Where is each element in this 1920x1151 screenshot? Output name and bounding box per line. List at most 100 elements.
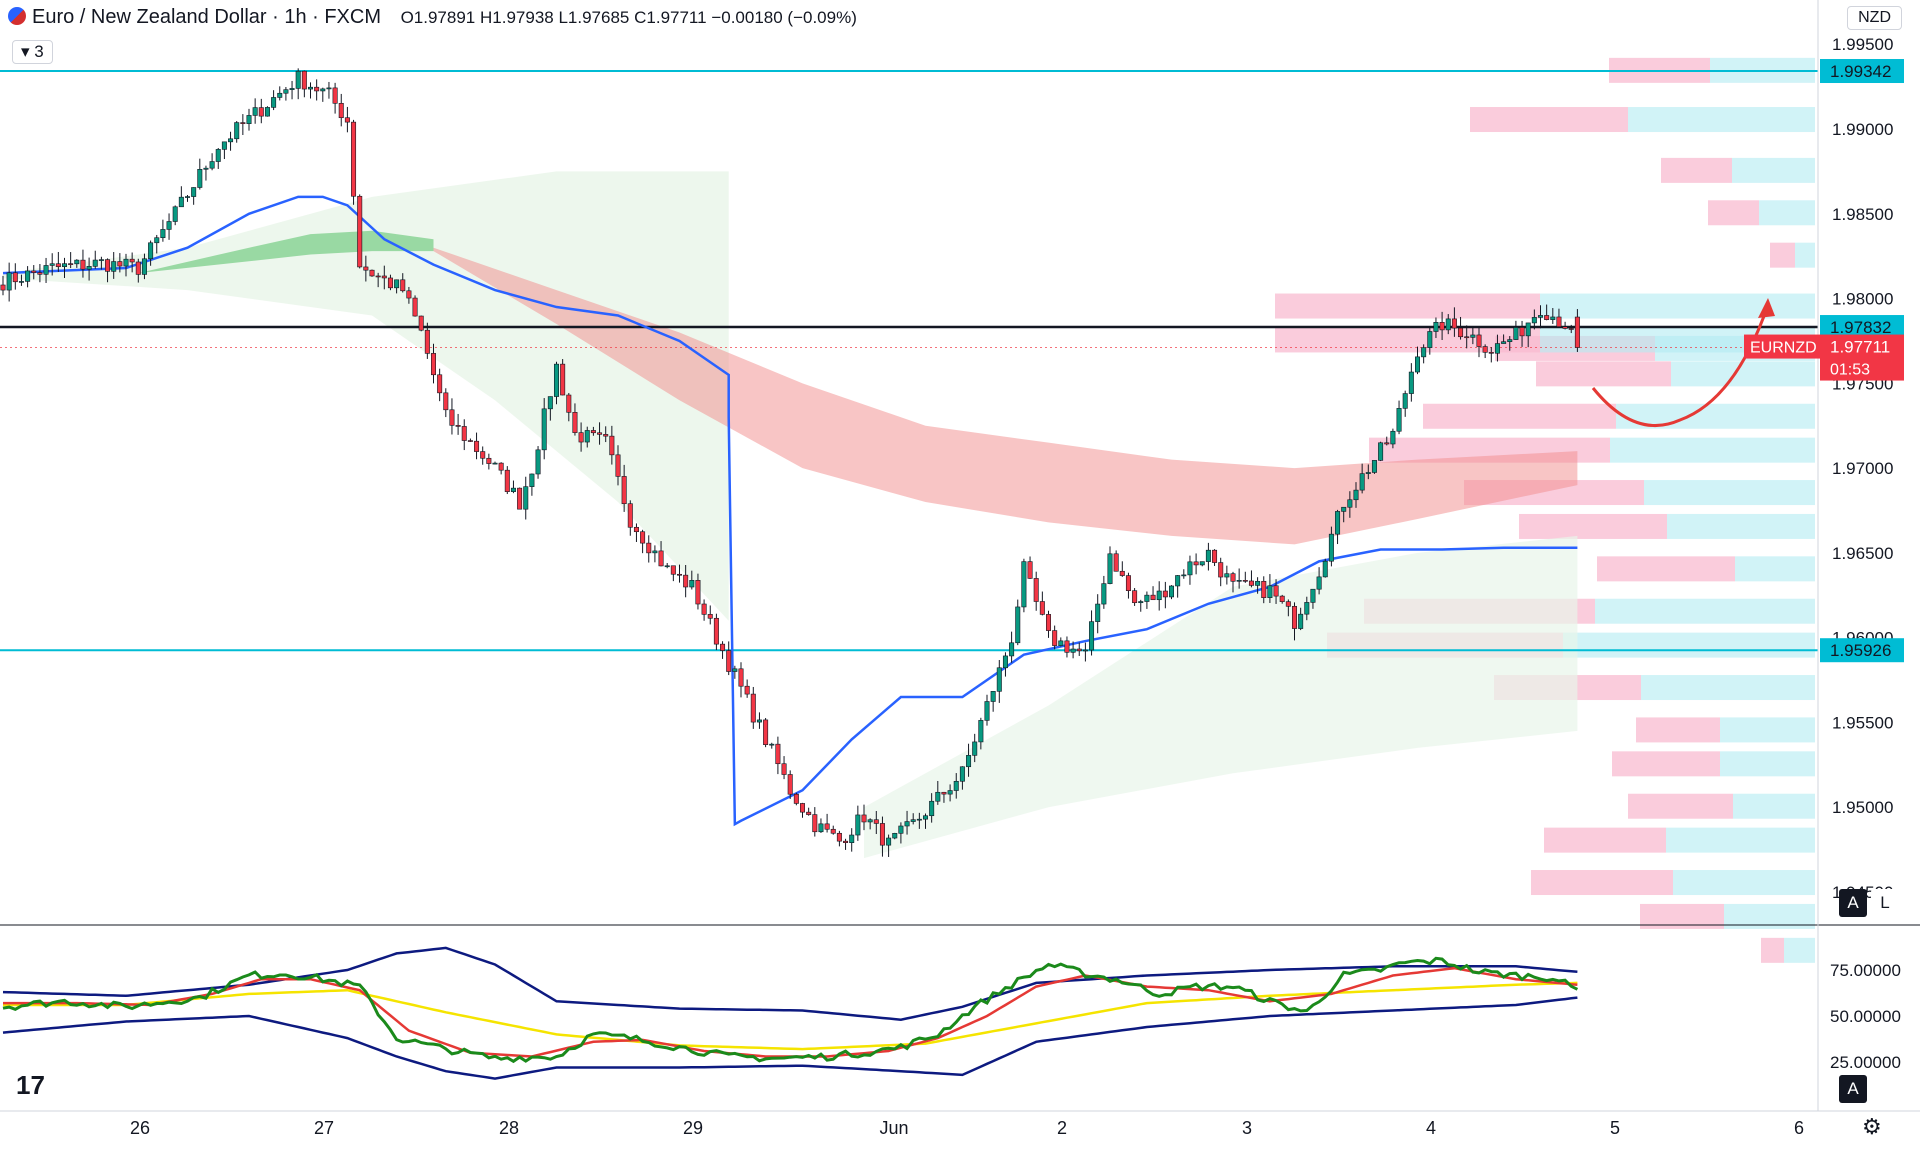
vp-pink-bar — [1708, 200, 1759, 226]
price-tick-label: 1.95000 — [1832, 798, 1893, 817]
candle-body — [1156, 590, 1162, 601]
ohlc-close: C1.97711 — [634, 8, 707, 27]
vp-cyan-bar — [1671, 361, 1815, 387]
candle-body — [338, 103, 344, 119]
candle-body — [560, 363, 566, 396]
vp-cyan-bar — [1795, 242, 1815, 268]
candle-body — [92, 259, 98, 267]
candle-body — [98, 259, 104, 261]
candle-body — [1433, 322, 1439, 332]
candle-body — [1476, 334, 1482, 347]
price-tick-label: 1.98500 — [1832, 205, 1893, 224]
candle-body — [363, 266, 369, 271]
candle-body — [910, 819, 916, 822]
candle-body — [246, 115, 252, 124]
candle-body — [1132, 590, 1138, 604]
candle-body — [1205, 549, 1211, 562]
candle-body — [1562, 326, 1568, 329]
candle-body — [1415, 356, 1421, 373]
candle-body — [0, 284, 6, 291]
symbol-tag — [1744, 334, 1820, 359]
vp-pink-bar — [1470, 107, 1628, 133]
ohlc-open: O1.97891 — [400, 8, 476, 27]
candle-body — [141, 258, 147, 275]
log-scale-button[interactable]: L — [1871, 889, 1899, 917]
candle-body — [781, 763, 787, 775]
vp-pink-bar — [1531, 870, 1673, 896]
candle-body — [843, 840, 849, 843]
candle-body — [830, 828, 836, 834]
indicator-count-button[interactable]: ▾ 3 — [12, 40, 53, 64]
candle-body — [953, 780, 959, 791]
candle-body — [277, 92, 283, 98]
candle-body — [990, 691, 996, 702]
candle-body — [1488, 352, 1494, 354]
ohlc-change: −0.00180 (−0.09%) — [711, 8, 857, 27]
candle-body — [154, 237, 160, 244]
candle-body — [1458, 327, 1464, 338]
currency-button[interactable]: NZD — [1847, 6, 1902, 30]
candle-body — [1378, 442, 1384, 461]
candle-body — [609, 435, 615, 456]
candle-body — [640, 531, 646, 544]
candle-body — [676, 573, 682, 576]
candle-body — [221, 141, 227, 150]
auto-scale-button[interactable]: A — [1839, 889, 1867, 917]
candle-body — [203, 167, 209, 170]
candle-body — [1482, 346, 1488, 353]
vp-cyan-bar — [1759, 200, 1815, 226]
candle-body — [529, 473, 535, 487]
time-tick-label: 28 — [499, 1118, 519, 1138]
candle-body — [486, 457, 492, 464]
candle-body — [972, 741, 978, 756]
candle-body — [1494, 343, 1500, 354]
vp-cyan-bar — [1784, 937, 1815, 963]
candle-body — [1538, 315, 1544, 318]
candle-body — [1224, 573, 1230, 578]
candle-body — [603, 434, 609, 437]
candle-body — [1070, 648, 1076, 653]
candle-body — [320, 88, 326, 92]
candle-body — [1439, 322, 1445, 331]
candle-body — [1144, 594, 1150, 602]
vp-pink-bar — [1275, 293, 1540, 319]
candle-body — [732, 668, 738, 672]
candle-body — [1021, 561, 1027, 608]
symbol-tag-label: EURNZD — [1750, 340, 1817, 357]
candle-body — [1046, 614, 1052, 631]
candle-body — [1230, 573, 1236, 582]
vp-cyan-bar — [1732, 157, 1815, 183]
candle-body — [283, 89, 289, 94]
candle-body — [1285, 601, 1291, 607]
candle-body — [510, 487, 516, 492]
candle-body — [1082, 649, 1088, 652]
ma-ribbon — [3, 171, 1578, 859]
candle-body — [215, 149, 221, 162]
candle-body — [652, 550, 658, 554]
candle-body — [37, 272, 43, 275]
candle-body — [117, 261, 123, 267]
price-level-tag-label: 1.99342 — [1830, 62, 1891, 81]
candle-body — [787, 774, 793, 795]
price-tick-label: 1.98000 — [1832, 290, 1893, 309]
candle-body — [123, 258, 129, 267]
ohlc-low: L1.97685 — [558, 8, 630, 27]
candle-body — [898, 825, 904, 834]
price-tick-label: 1.99500 — [1832, 35, 1893, 54]
projection-arrowhead — [1758, 298, 1775, 318]
candle-body — [185, 196, 191, 198]
vp-pink-bar — [1661, 157, 1732, 183]
time-tick-label: 29 — [683, 1118, 703, 1138]
candle-body — [1193, 561, 1199, 566]
symbol-title[interactable]: Euro / New Zealand Dollar · 1h · FXCM — [32, 6, 382, 28]
candle-body — [74, 259, 80, 265]
vp-cyan-bar — [1628, 107, 1815, 133]
price-tick-label: 1.95500 — [1832, 713, 1893, 732]
candle-body — [590, 430, 596, 434]
settings-gear-icon[interactable]: ⚙ — [1862, 1114, 1882, 1139]
osc-auto-scale-button[interactable]: A — [1839, 1075, 1867, 1103]
candle-body — [1568, 328, 1574, 330]
candle-body — [111, 261, 117, 272]
candle-body — [1236, 580, 1242, 582]
